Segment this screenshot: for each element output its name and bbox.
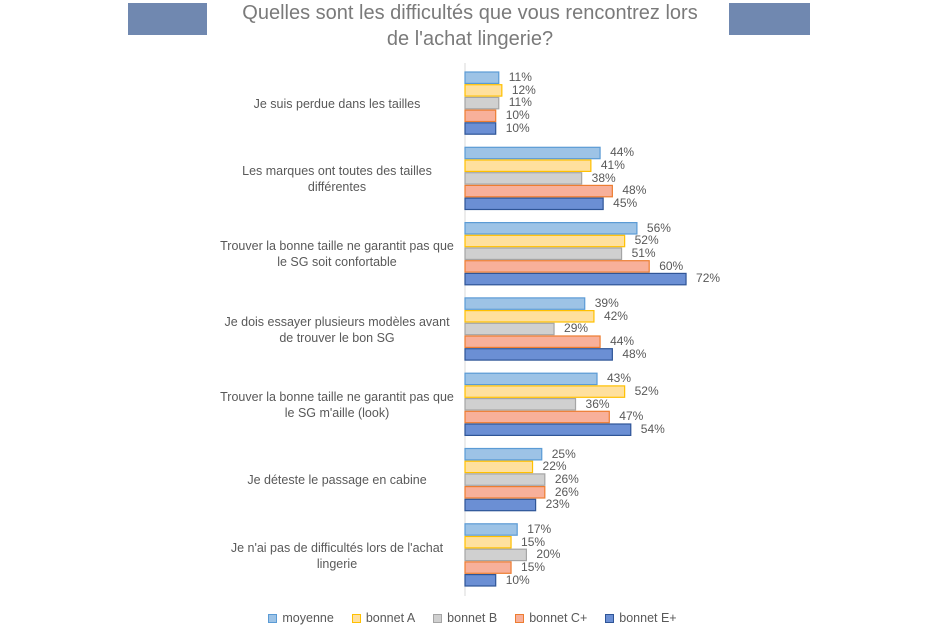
bar-bonnet-Eplus [464,573,497,587]
bar-bonnet-Eplus [464,197,604,211]
data-label: 44% [610,145,635,160]
bar-bonnet-B [464,473,546,486]
bar-bonnet-Cplus [464,260,650,273]
bar-bonnet-B [464,172,583,185]
data-label: 26% [554,484,579,499]
bar-bonnet-B [464,548,528,562]
bar-moyenne [464,71,500,84]
legend-swatch [605,613,615,623]
data-label: 44% [610,334,635,348]
data-label: 51% [631,246,656,260]
bar-bonnet-A [464,84,503,97]
bar-bonnet-Cplus [464,410,610,424]
category-label: Trouver la bonne taille ne garantit pas … [220,389,454,420]
category-label: Les marques ont toutes des tailles diffé… [242,164,432,195]
legend-item: moyenne [268,611,334,625]
bar-bonnet-A [464,460,534,474]
category-label: Je n'ai pas de difficultés lors de l'ach… [230,540,444,571]
data-label: 12% [511,82,536,97]
bar-bonnet-Eplus [464,423,632,436]
category-label: Je suis perdue dans les tailles [253,96,421,111]
data-label: 52% [634,383,659,398]
legend-label: moyenne [282,611,334,625]
bar-bonnet-Eplus [464,348,613,361]
data-label: 42% [603,308,628,323]
bar-bonnet-B [464,247,623,260]
data-label: 43% [607,371,632,386]
bar-bonnet-Cplus [464,561,512,574]
legend-swatch [433,613,443,623]
bar-bonnet-Eplus [464,272,687,286]
bar-bonnet-Eplus [464,498,537,512]
legend-label: bonnet E+ [619,611,677,625]
bar-moyenne [464,447,543,461]
bar-moyenne [464,297,586,310]
data-label: 29% [564,321,589,336]
bar-bonnet-B [464,96,500,110]
header-decoration-left [128,3,207,35]
data-label: 45% [613,196,638,211]
bar-moyenne [464,523,518,536]
bar-bonnet-B [464,322,555,336]
data-label: 41% [600,158,625,172]
bar-moyenne [464,222,638,235]
legend-label: bonnet B [447,611,498,625]
data-label: 25% [551,446,576,461]
legend-swatch [351,613,361,623]
data-label: 60% [659,258,684,273]
category-label: Je dois essayer plusieurs modèles avant … [224,314,450,345]
data-label: 10% [505,572,530,587]
data-label: 10% [505,108,530,123]
data-label: 11% [508,70,532,84]
bar-moyenne [464,372,598,386]
data-label: 22% [542,459,567,474]
legend-item: bonnet A [351,611,416,625]
bar-bonnet-A [464,535,512,549]
data-label: 15% [521,559,546,574]
bar-bonnet-Cplus [464,184,613,198]
bar-bonnet-B [464,398,577,411]
legend-label: bonnet C+ [529,611,588,625]
data-label: 20% [536,547,561,562]
legend-item: bonnet B [433,611,497,625]
bar-bonnet-A [464,234,626,248]
data-label: 36% [585,396,610,411]
header-decoration-right [729,3,810,35]
data-label: 17% [527,521,552,536]
data-label: 48% [622,183,647,198]
chart-legend: moyenne bonnet A bonnet B bonnet C+ bonnet E… [0,611,945,625]
bar-bonnet-Eplus [464,122,497,135]
data-label: 39% [594,295,619,310]
category-label: Trouver la bonne taille ne garantit pas … [220,239,454,270]
data-label: 72% [696,271,721,286]
bar-bonnet-A [464,159,592,172]
data-label: 47% [619,409,644,424]
data-label: 54% [640,422,665,436]
data-label: 38% [591,170,616,185]
legend-swatch [268,613,278,623]
bar-bonnet-A [464,385,626,398]
legend-item: bonnet E+ [605,611,677,625]
legend-label: bonnet A [365,611,416,625]
bar-bonnet-Cplus [464,109,497,123]
data-label: 15% [521,534,546,549]
data-label: 48% [622,346,647,361]
bar-bonnet-Cplus [464,335,601,348]
bar-bonnet-Cplus [464,486,546,499]
data-label: 56% [646,220,671,235]
bar-bonnet-A [464,310,595,323]
legend-swatch [515,613,525,623]
chart-title: Quelles sont les difficultés que vous re… [242,2,698,50]
data-label: 23% [545,497,570,512]
data-label: 26% [554,471,579,486]
data-label: 11% [508,95,532,110]
legend-item: bonnet C+ [515,611,587,625]
data-label: 52% [634,233,659,248]
category-label: Je déteste le passage en cabine [247,473,427,488]
data-label: 10% [505,120,530,135]
bar-moyenne [464,146,601,160]
